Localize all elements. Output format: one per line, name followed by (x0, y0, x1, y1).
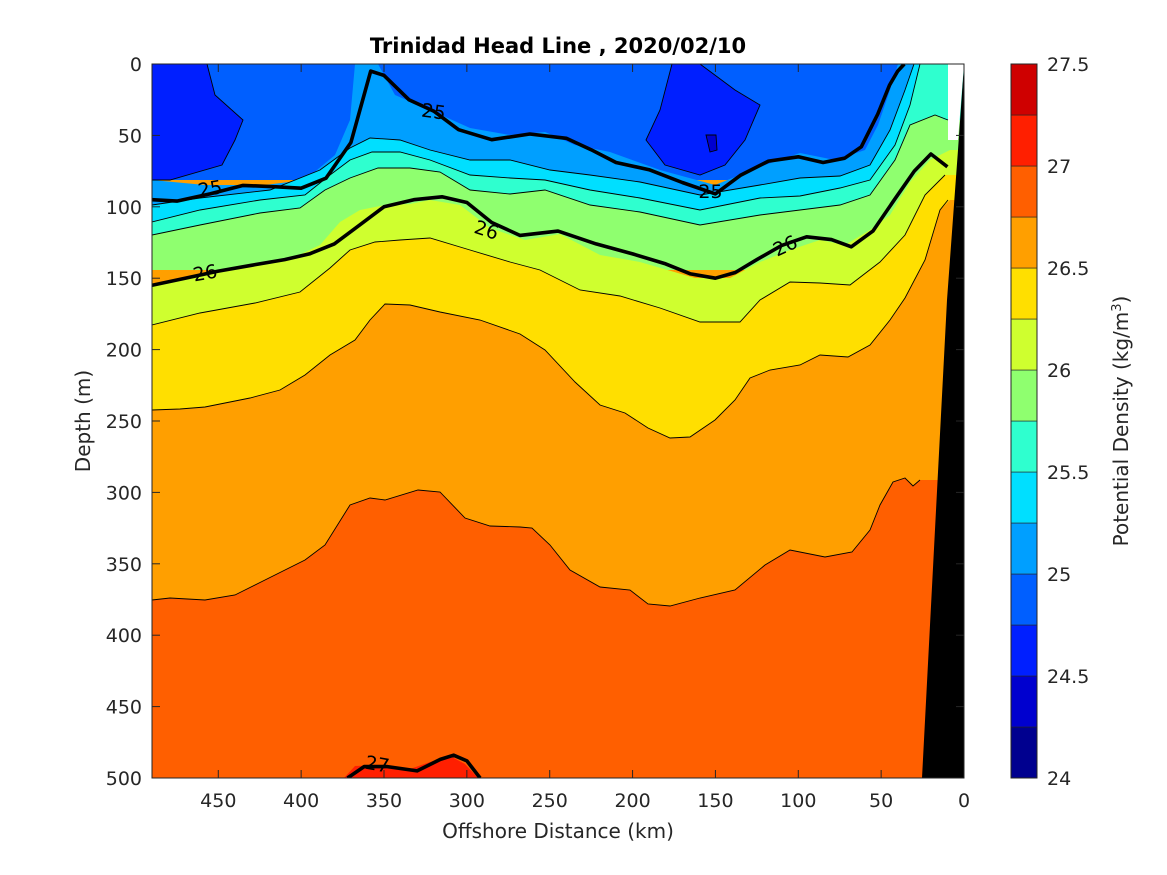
y-tick-label: 150 (106, 268, 142, 290)
colorbar-tick-label: 26 (1047, 360, 1071, 382)
colorbar-segment (1010, 522, 1038, 575)
thin-contour-26-25 (152, 174, 946, 326)
colorbar-segment (1010, 369, 1038, 422)
x-tick-label: 350 (366, 790, 402, 812)
y-tick-label: 400 (106, 625, 142, 647)
colorbar-segment (1010, 165, 1038, 218)
thin-contour-25-5 (152, 64, 921, 223)
y-tick-label: 0 (130, 54, 142, 76)
thin-contour-24-5-spot (705, 134, 718, 153)
x-tick-label: 400 (283, 790, 319, 812)
x-tick-label: 0 (958, 790, 970, 812)
thin-contour-lines (152, 64, 949, 607)
x-tick-label: 150 (697, 790, 733, 812)
y-tick-label: 100 (106, 197, 142, 219)
thin-contour-24-75-left (152, 64, 244, 181)
colorbar-tick-label: 25 (1047, 564, 1071, 586)
y-axis-label: Depth (m) (71, 370, 95, 472)
y-tick-label: 200 (106, 340, 142, 362)
colorbar-segment (1010, 573, 1038, 626)
colorbar-segment (1010, 420, 1038, 473)
contour-label-3: 26 (191, 261, 219, 287)
colorbar-segment (1010, 624, 1038, 677)
colorbar-tick-label: 27 (1047, 156, 1071, 178)
thin-contour-25-25 (152, 64, 915, 206)
colorbar-label-main: Potential Density (kg/m (1109, 312, 1133, 547)
x-axis-ticks: 450 400 350 300 250 200 150 100 50 0 (200, 64, 970, 812)
x-tick-label: 50 (869, 790, 893, 812)
contour-line-27-2 (346, 753, 482, 778)
colorbar-segment (1010, 318, 1038, 371)
contour-label-0: 25 (420, 100, 447, 125)
x-tick-label: 200 (614, 790, 650, 812)
contour-label-text: 25 (196, 176, 224, 202)
colorbar-label: Potential Density (kg/m3) (1109, 296, 1133, 547)
y-tick-label: 300 (106, 482, 142, 504)
x-tick-label: 300 (449, 790, 485, 812)
contour-label-text: 25 (698, 181, 722, 203)
colorbar-segment (1010, 63, 1038, 116)
y-tick-label: 50 (118, 125, 142, 147)
chart-title: Trinidad Head Line , 2020/02/10 (370, 34, 746, 58)
fill-band-24-75-blob-left (152, 64, 243, 180)
colorbar-tick-label: 25.5 (1047, 462, 1089, 484)
y-tick-label: 500 (106, 768, 142, 790)
contour-label-text: 26 (191, 261, 219, 287)
colorbar-segment (1010, 216, 1038, 269)
colorbar-tick-label: 27.5 (1047, 54, 1089, 76)
colorbar-segment (1010, 114, 1038, 167)
y-tick-label: 450 (106, 697, 142, 719)
x-axis-label: Offshore Distance (km) (442, 819, 674, 843)
no-data-white-sliver (948, 64, 964, 140)
colorbar-tick-label: 24.5 (1047, 666, 1089, 688)
colorbar-segment (1010, 471, 1038, 524)
fill-band-26-75-to-27 (152, 478, 964, 778)
x-tick-label: 100 (780, 790, 816, 812)
bottom-topography-mask (922, 64, 964, 778)
thin-contour-26-5 (152, 199, 949, 439)
contour-label-6: 27 (363, 752, 391, 778)
y-axis-ticks: 0 50 100 150 200 250 300 350 400 450 500 (106, 54, 964, 790)
colorbar-segment (1010, 726, 1038, 779)
x-tick-label: 450 (200, 790, 236, 812)
contour-label-1: 25 (196, 176, 224, 202)
y-tick-label: 350 (106, 554, 142, 576)
colorbar-segment (1010, 675, 1038, 728)
colorbar-tick-label: 24 (1047, 768, 1071, 790)
fill-band-24-75-blob-right (646, 64, 760, 175)
thin-contour-25-75 (152, 114, 949, 236)
colorbar (1010, 63, 1038, 779)
colorbar-ticks: 24 24.5 25 25.5 26 26.5 27 27.5 (1047, 54, 1089, 790)
colorbar-tick-label: 26.5 (1047, 258, 1089, 280)
thin-contour-24-75-right (645, 64, 761, 176)
colorbar-label-superscript: 3 (1110, 303, 1125, 311)
contour-label-text: 25 (420, 100, 447, 125)
contour-label-2: 25 (698, 181, 722, 203)
fill-band-27-to-27-25 (344, 756, 478, 778)
colorbar-frame (1010, 63, 1038, 779)
y-tick-label: 250 (106, 411, 142, 433)
colorbar-label-suffix: ) (1109, 296, 1133, 304)
labeled-contour-lines (152, 64, 949, 778)
fill-band-24-5-spot (706, 135, 717, 152)
contour-line-25-0 (152, 64, 906, 203)
colorbar-segment (1010, 267, 1038, 320)
thin-contour-26-75 (152, 477, 921, 607)
contour-line-26-1 (152, 152, 949, 288)
contour-label-text: 27 (363, 752, 391, 778)
x-tick-label: 250 (532, 790, 568, 812)
